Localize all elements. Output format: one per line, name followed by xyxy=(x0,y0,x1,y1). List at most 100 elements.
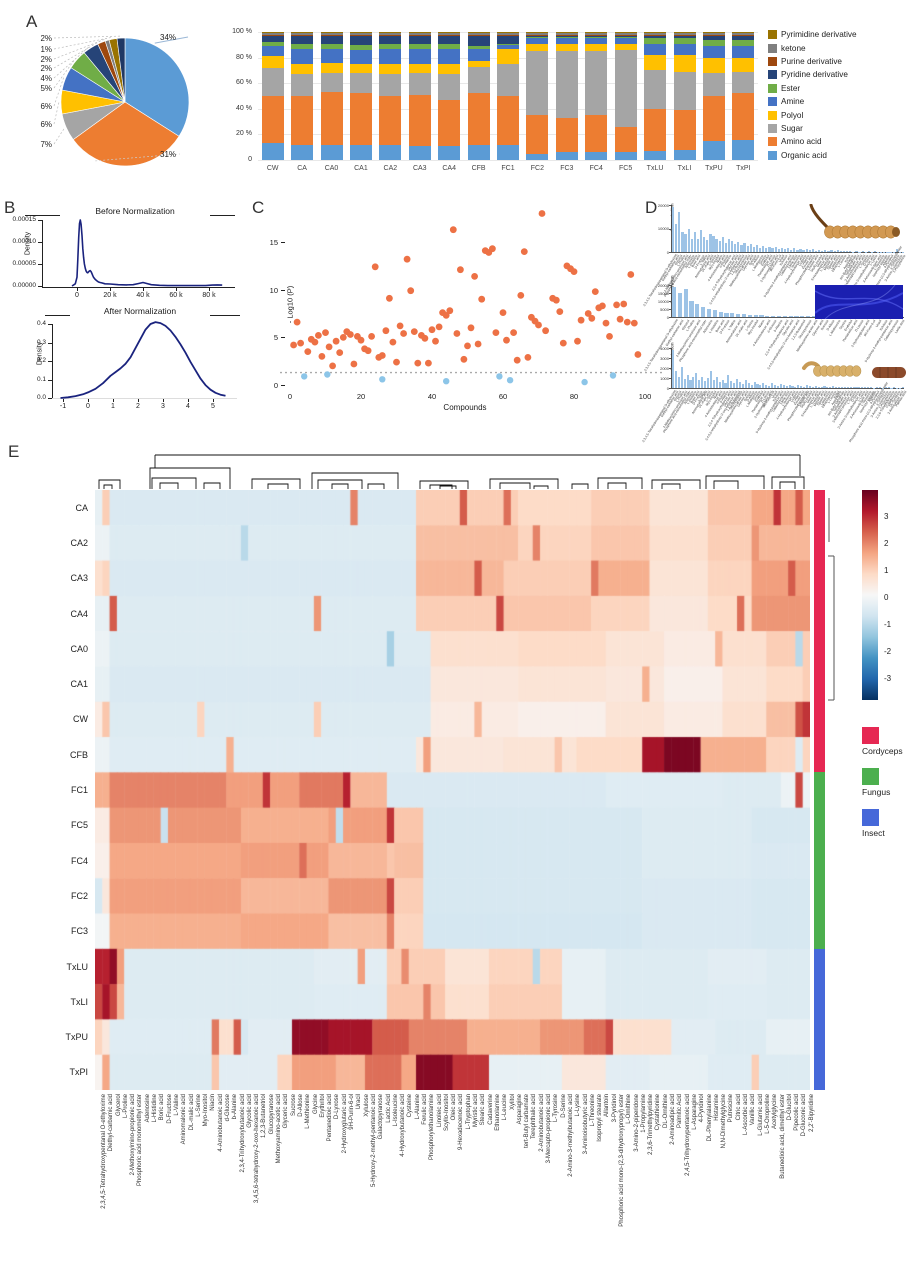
bar-segment-ketone xyxy=(438,33,461,35)
heatmap-row-label: CW xyxy=(73,714,88,725)
tick-mark xyxy=(281,289,285,291)
bar-segment-amino-acid xyxy=(349,93,372,145)
heatmap-column-label: DL-malic acid xyxy=(188,1094,195,1131)
mini-bar xyxy=(840,386,844,388)
mini-bar xyxy=(727,239,731,252)
scatter-points xyxy=(280,210,663,386)
stacked-bar xyxy=(702,32,725,160)
mini-bar xyxy=(759,315,764,317)
heatmap-column-label: L-Ornithine xyxy=(626,1094,633,1124)
mini-bar xyxy=(699,230,703,252)
mini-bar xyxy=(750,385,753,388)
insect-larva-photo xyxy=(802,361,906,378)
mini-bar xyxy=(817,386,820,388)
y-axis-line xyxy=(52,324,53,399)
stacked-bar xyxy=(614,32,637,160)
mini-bar xyxy=(821,250,824,252)
heatmap-row-label: TxPU xyxy=(65,1032,89,1043)
xtick-label: 80 xyxy=(569,392,579,401)
mini-bar xyxy=(788,316,793,317)
mini-bar xyxy=(701,306,706,317)
mini-bar xyxy=(771,315,776,317)
pie-callout-31: 31% xyxy=(160,150,177,159)
mini-bar xyxy=(692,377,695,388)
mini-bar xyxy=(752,246,755,252)
mini-bar xyxy=(802,250,805,252)
tick-mark xyxy=(176,288,177,291)
bar-segment-polyol xyxy=(614,43,637,50)
compound-class-legend: Pyrimidine derivative ketone Purine deriva… xyxy=(768,28,857,162)
tick-mark xyxy=(281,337,285,339)
bar-segment-pyridine-derivative xyxy=(673,35,696,39)
tick-mark xyxy=(48,379,52,381)
group-legend-label: Cordyceps xyxy=(862,746,903,756)
mini-bar xyxy=(776,386,779,388)
heatmap-row-label: CA2 xyxy=(70,537,88,548)
bar-segment-ester xyxy=(585,37,608,39)
heatmap-column-label: L-Tyrosine xyxy=(553,1094,560,1123)
legend-swatch xyxy=(768,137,777,147)
bar-segment-organic-acid xyxy=(467,144,490,160)
heatmap-column-label: b-Alanine xyxy=(232,1094,239,1120)
ytick-label: 1000 xyxy=(660,375,669,381)
ytick-label: 4000 xyxy=(660,345,669,351)
mini-bar xyxy=(843,386,846,388)
mini-bar xyxy=(870,251,874,252)
bar-category-label: CA xyxy=(297,165,307,172)
mini-bar xyxy=(758,247,762,252)
bar-segment-amino-acid xyxy=(673,110,696,150)
mini-bar xyxy=(835,386,838,388)
mini-bar xyxy=(824,249,827,252)
mini-bar xyxy=(765,248,768,252)
stacked-bar xyxy=(438,32,461,160)
bar-category-label: CA0 xyxy=(324,165,339,172)
mini-bar xyxy=(886,251,889,252)
mini-bar xyxy=(800,316,805,317)
legend-item: ketone xyxy=(768,41,857,54)
heatmap-row-label: CA3 xyxy=(70,573,88,584)
panel-d-label: D xyxy=(645,198,658,217)
tick-mark xyxy=(143,288,144,291)
bar-category-label: FC2 xyxy=(530,165,545,172)
bar-segment-ester xyxy=(349,44,372,50)
bar-segment-polyol xyxy=(526,43,549,52)
bar-segment-polyol xyxy=(702,57,725,73)
heatmap-row-label: FC4 xyxy=(70,855,88,866)
heatmap-column-label: D-Lyxose xyxy=(334,1094,341,1120)
tick-mark xyxy=(38,286,42,287)
bar-segment-polyol xyxy=(261,56,284,68)
bar-segment-sugar xyxy=(614,49,637,127)
chart-title: Before Normalization xyxy=(60,206,210,216)
bar-segment-ester xyxy=(261,42,284,47)
mini-bar xyxy=(805,249,808,252)
heatmap-row-label: FC1 xyxy=(70,785,88,795)
bar-segment-ketone xyxy=(702,33,725,35)
tick-mark xyxy=(48,398,52,399)
heatmap-row-label: CFB xyxy=(70,749,88,760)
mini-bar xyxy=(829,386,832,388)
bar-segment-organic-acid xyxy=(438,145,461,160)
mini-bar xyxy=(842,250,846,252)
heatmap-column-label: Sucrose xyxy=(290,1094,297,1117)
ytick-label: 0.00005 xyxy=(12,260,37,267)
mini-bar xyxy=(892,251,895,252)
mini-bar xyxy=(730,313,735,317)
heatmap-row-label: FC3 xyxy=(70,926,88,937)
bar-segment-purine-derivative xyxy=(408,34,431,36)
mini-bar xyxy=(870,387,873,388)
mini-bar xyxy=(689,380,692,388)
gridline xyxy=(258,160,758,161)
mini-bar xyxy=(855,250,858,252)
legend-label: ketone xyxy=(781,43,806,53)
bar-segment-pyridine-derivative xyxy=(291,35,314,44)
bar-segment-organic-acid xyxy=(291,144,314,160)
ytick-label: 10000 xyxy=(657,298,669,304)
bar-segment-organic-acid xyxy=(349,144,372,160)
bar-segment-amine xyxy=(644,43,667,56)
mini-bar xyxy=(794,386,797,388)
xtick-label: 40 k xyxy=(136,292,150,299)
xtick-label: 40 xyxy=(427,392,437,401)
xtick-label: 100 xyxy=(638,392,652,401)
legend-item: Pyrimidine derivative xyxy=(768,28,857,41)
stacked-bar-chart xyxy=(258,32,758,161)
